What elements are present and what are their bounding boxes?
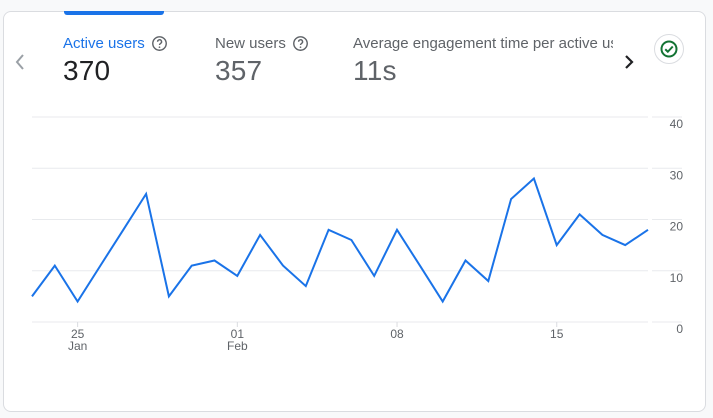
metrics-card	[3, 11, 706, 412]
x-tick-day: 01	[231, 327, 245, 341]
chart-gridlines	[32, 116, 682, 323]
y-tick-label: 0	[676, 322, 683, 336]
y-tick-label: 40	[670, 117, 684, 131]
y-tick-label: 10	[670, 271, 684, 285]
metric-tab-active-users[interactable]: Active users 370	[63, 33, 168, 87]
x-tick-month: Jan	[68, 339, 87, 353]
x-tick-day: 25	[71, 327, 85, 341]
x-tick-day: 08	[390, 327, 404, 341]
metric-label: New users	[215, 34, 286, 52]
active-tab-indicator	[64, 11, 164, 15]
previous-metrics-button[interactable]	[10, 50, 30, 74]
active-users-series-line[interactable]	[31, 176, 649, 304]
data-quality-status-button[interactable]	[654, 34, 684, 64]
y-tick-label: 30	[670, 168, 684, 182]
metric-value: 357	[215, 55, 263, 86]
y-tick-label: 20	[670, 220, 684, 234]
chevron-left-icon	[15, 54, 24, 70]
check-circle-icon	[660, 40, 678, 58]
chevron-right-icon	[625, 55, 634, 69]
y-axis: 0 10 20 30 40	[670, 117, 684, 336]
next-metrics-button[interactable]	[618, 50, 640, 74]
x-tick-day: 15	[550, 327, 564, 341]
metric-label: Active users	[63, 34, 145, 52]
x-tick-month: Feb	[227, 339, 248, 353]
metric-value: 11s	[353, 55, 397, 86]
metric-tab-avg-engagement-time[interactable]: Average engagement time per active us 11…	[353, 33, 613, 87]
help-circle-icon[interactable]	[292, 35, 309, 52]
metric-label: Average engagement time per active us	[353, 34, 613, 52]
help-circle-icon[interactable]	[151, 35, 168, 52]
metric-value: 370	[63, 55, 111, 86]
metric-tab-new-users[interactable]: New users 357	[215, 33, 309, 87]
